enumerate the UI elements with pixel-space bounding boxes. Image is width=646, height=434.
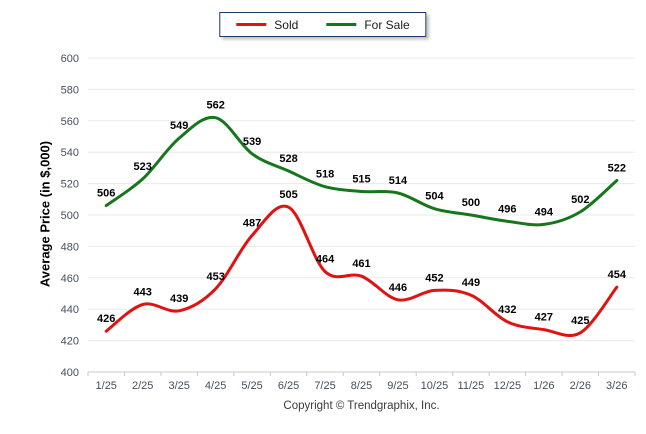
y-tick-label: 480 <box>61 241 79 253</box>
x-tick-label: 2/26 <box>570 380 591 392</box>
data-label: 502 <box>571 194 589 206</box>
data-label: 487 <box>243 217 261 229</box>
x-tick-label: 3/25 <box>168 380 189 392</box>
x-tick-label: 6/25 <box>278 380 299 392</box>
data-label: 562 <box>206 100 224 112</box>
data-label: 453 <box>206 271 224 283</box>
x-tick-label: 1/25 <box>96 380 117 392</box>
data-label: 539 <box>243 136 261 148</box>
x-tick-label: 11/25 <box>458 380 485 392</box>
for-sale-line-icon <box>326 23 357 26</box>
data-label: 496 <box>498 203 516 215</box>
data-label: 528 <box>279 153 297 165</box>
data-label: 500 <box>462 197 480 209</box>
legend: Sold For Sale <box>219 12 427 37</box>
x-tick-label: 1/26 <box>533 380 554 392</box>
legend-label-for-sale: For Sale <box>364 17 410 32</box>
x-tick-label: 10/25 <box>421 380 449 392</box>
y-tick-label: 580 <box>61 84 79 96</box>
data-label: 515 <box>352 173 370 185</box>
data-label: 522 <box>608 162 626 174</box>
data-label: 427 <box>535 312 553 324</box>
y-tick-label: 420 <box>61 336 79 348</box>
y-tick-label: 440 <box>61 304 79 316</box>
data-label: 549 <box>170 120 188 132</box>
legend-item-for-sale: For Sale <box>326 17 410 32</box>
data-label: 452 <box>425 272 443 284</box>
data-label: 426 <box>97 313 115 325</box>
data-label: 454 <box>608 269 627 281</box>
x-tick-label: 3/26 <box>606 380 627 392</box>
data-label: 504 <box>425 191 444 203</box>
legend-item-sold: Sold <box>236 18 298 32</box>
data-label: 446 <box>389 282 407 294</box>
copyright-text: Copyright © Trendgraphix, Inc. <box>283 400 440 412</box>
y-tick-label: 460 <box>61 273 79 285</box>
y-tick-label: 600 <box>61 53 79 65</box>
data-label: 464 <box>316 254 335 266</box>
data-label: 505 <box>279 189 297 201</box>
data-label: 514 <box>389 175 408 187</box>
data-label: 449 <box>462 277 480 289</box>
data-label: 432 <box>498 304 516 316</box>
sold-line-icon <box>236 23 267 26</box>
data-label: 494 <box>535 206 554 218</box>
legend-label-sold: Sold <box>274 17 299 32</box>
series-line-for-sale <box>104 115 619 227</box>
x-tick-label: 9/25 <box>387 380 408 392</box>
x-tick-label: 7/25 <box>314 380 335 392</box>
data-label: 461 <box>352 258 370 270</box>
y-tick-label: 540 <box>61 147 79 159</box>
x-tick-label: 8/25 <box>351 380 372 392</box>
data-label: 506 <box>97 188 115 200</box>
series-line-sold <box>104 204 619 338</box>
x-tick-label: 5/25 <box>241 380 262 392</box>
x-tick-label: 2/25 <box>132 380 153 392</box>
data-label: 523 <box>134 161 152 173</box>
data-label: 425 <box>571 315 589 327</box>
x-tick-label: 4/25 <box>205 380 226 392</box>
y-tick-label: 400 <box>61 367 79 379</box>
y-tick-label: 520 <box>61 179 79 191</box>
y-tick-label: 500 <box>61 210 79 222</box>
data-label: 518 <box>316 169 334 181</box>
x-tick-label: 12/25 <box>494 380 522 392</box>
y-tick-label: 560 <box>61 116 79 128</box>
data-label: 439 <box>170 293 188 305</box>
data-label: 443 <box>134 286 152 298</box>
